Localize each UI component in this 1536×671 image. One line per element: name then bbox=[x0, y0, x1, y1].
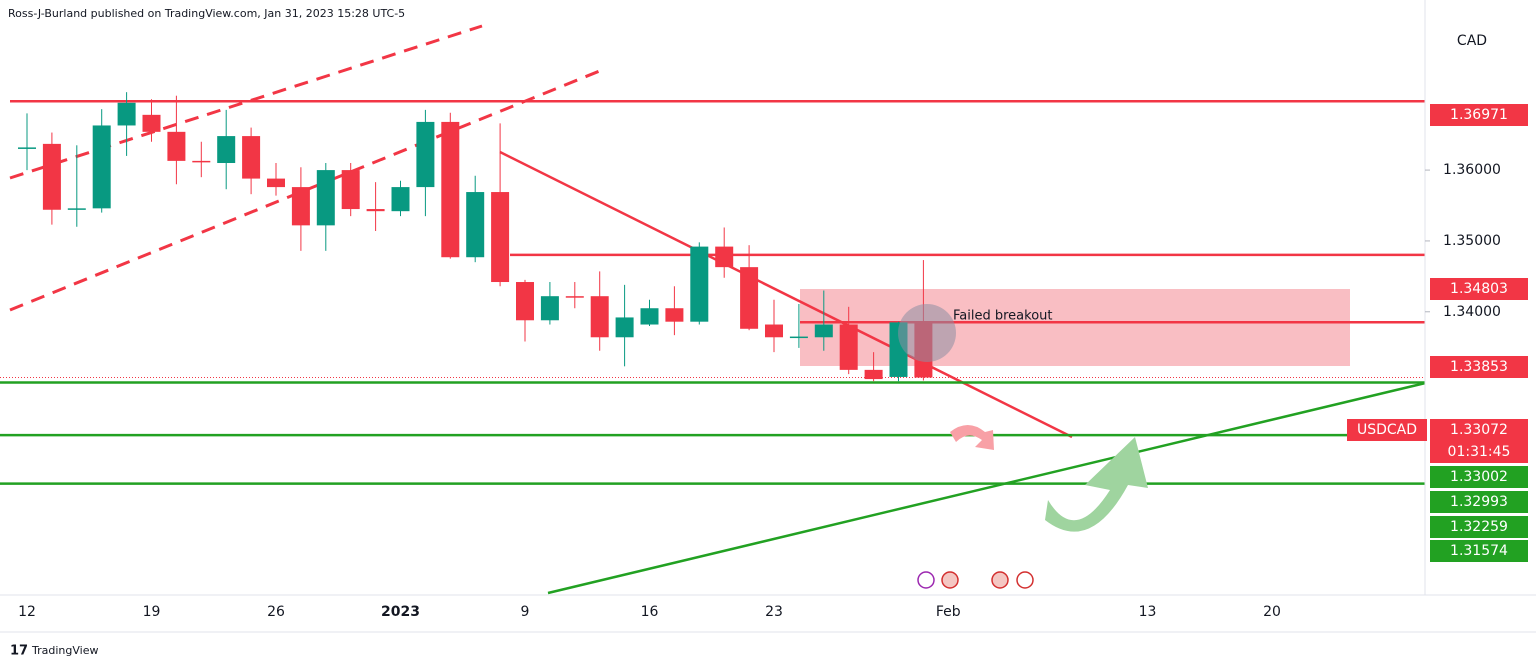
x-tick-label: 16 bbox=[641, 604, 659, 620]
candle-body bbox=[491, 192, 510, 283]
candle-body bbox=[142, 114, 161, 132]
level-label-box bbox=[1430, 516, 1528, 538]
trend-line bbox=[499, 150, 1073, 439]
x-tick-label: 9 bbox=[521, 604, 530, 620]
candle-body bbox=[267, 178, 285, 188]
x-tick-label: 12 bbox=[18, 604, 36, 620]
candle-body bbox=[167, 131, 186, 161]
level-label: 1.33853 bbox=[1450, 359, 1508, 375]
symbol-label: USDCAD bbox=[1357, 422, 1417, 438]
y-tick-label: 1.36000 bbox=[1443, 162, 1501, 178]
candle-body bbox=[814, 324, 833, 338]
drawings-front: Failed breakout bbox=[898, 304, 1148, 589]
candle-body bbox=[217, 136, 236, 164]
candle-body bbox=[416, 121, 435, 188]
countdown: 01:31:45 bbox=[1448, 444, 1511, 460]
candle-body bbox=[565, 296, 584, 298]
level-label-box bbox=[1430, 104, 1528, 126]
candle-body bbox=[615, 317, 634, 338]
arrow-up bbox=[1045, 437, 1148, 532]
level-label-box bbox=[1430, 540, 1528, 562]
candle-body bbox=[665, 308, 684, 322]
level-label-box bbox=[1430, 278, 1528, 300]
candle-body bbox=[715, 246, 734, 268]
candle-body bbox=[516, 282, 534, 321]
event-icon bbox=[1016, 571, 1034, 589]
event-icon bbox=[991, 571, 1009, 589]
y-tick-label: 1.35000 bbox=[1443, 233, 1501, 249]
axes: 1.36000 1.35000 1.34000 12 19 26 2023 9 16 23 Feb 1… bbox=[18, 104, 1528, 620]
x-tick-label: 19 bbox=[143, 604, 161, 620]
drawings bbox=[0, 24, 1426, 595]
candle-body bbox=[92, 125, 111, 209]
publisher: Ross-J-Burland published on TradingView.… bbox=[8, 7, 405, 20]
candle-body bbox=[117, 102, 136, 126]
last-price-label: 1.33072 bbox=[1450, 422, 1508, 438]
level-label: 1.36971 bbox=[1450, 107, 1508, 123]
candle-body bbox=[466, 192, 485, 258]
candle-body bbox=[540, 296, 559, 321]
drawings-back bbox=[800, 289, 1350, 366]
candle-body bbox=[341, 170, 360, 210]
level-label-box bbox=[1430, 356, 1528, 378]
trend-line-up bbox=[547, 381, 1426, 595]
candles bbox=[0, 92, 1425, 382]
level-label: 1.33002 bbox=[1450, 469, 1508, 485]
x-tick-label: 23 bbox=[765, 604, 783, 620]
trend-label: 1.32993 bbox=[1450, 494, 1508, 510]
level-label-box bbox=[1430, 466, 1528, 488]
candle-body bbox=[690, 246, 709, 322]
trend-label-box bbox=[1430, 491, 1528, 513]
candle-body bbox=[590, 296, 609, 338]
candle-body bbox=[765, 324, 783, 338]
candle-body bbox=[740, 267, 759, 329]
channel-line bbox=[9, 68, 603, 312]
x-tick-label: 26 bbox=[267, 604, 285, 620]
currency: CAD bbox=[1457, 33, 1487, 49]
arrow-down bbox=[950, 425, 994, 450]
level-label: 1.34803 bbox=[1450, 281, 1508, 297]
event-icon bbox=[941, 571, 959, 589]
candle-body bbox=[441, 121, 460, 258]
level-label: 1.32259 bbox=[1450, 519, 1508, 535]
brand-logo: 17 bbox=[10, 644, 28, 659]
level-label: 1.31574 bbox=[1450, 543, 1508, 559]
annotation: Failed breakout bbox=[953, 309, 1053, 324]
x-tick-label: Feb bbox=[936, 604, 961, 620]
x-tick-label: 20 bbox=[1263, 604, 1281, 620]
highlight-circle bbox=[898, 304, 956, 362]
candle-body bbox=[640, 308, 659, 325]
candle-body bbox=[192, 160, 211, 163]
brand: TradingView bbox=[31, 644, 98, 657]
candle-body bbox=[391, 187, 410, 212]
channel-line bbox=[9, 24, 483, 180]
x-tick-label: 13 bbox=[1139, 604, 1157, 620]
zone bbox=[800, 289, 1350, 366]
candle-body bbox=[291, 187, 310, 226]
candle-body bbox=[864, 369, 883, 380]
candle-body bbox=[316, 170, 335, 226]
candle-body bbox=[42, 143, 61, 210]
y-tick-label: 1.34000 bbox=[1443, 304, 1501, 320]
candle-body bbox=[242, 136, 261, 179]
event-icon bbox=[917, 571, 935, 589]
last-price-box bbox=[1430, 419, 1528, 463]
x-tick-label: 2023 bbox=[381, 604, 420, 620]
candle-body bbox=[67, 208, 86, 210]
symbol-box bbox=[1347, 419, 1427, 441]
candle-body bbox=[789, 336, 808, 339]
candle-body bbox=[18, 147, 36, 149]
candle-body bbox=[366, 209, 385, 212]
candle-body bbox=[839, 324, 858, 370]
